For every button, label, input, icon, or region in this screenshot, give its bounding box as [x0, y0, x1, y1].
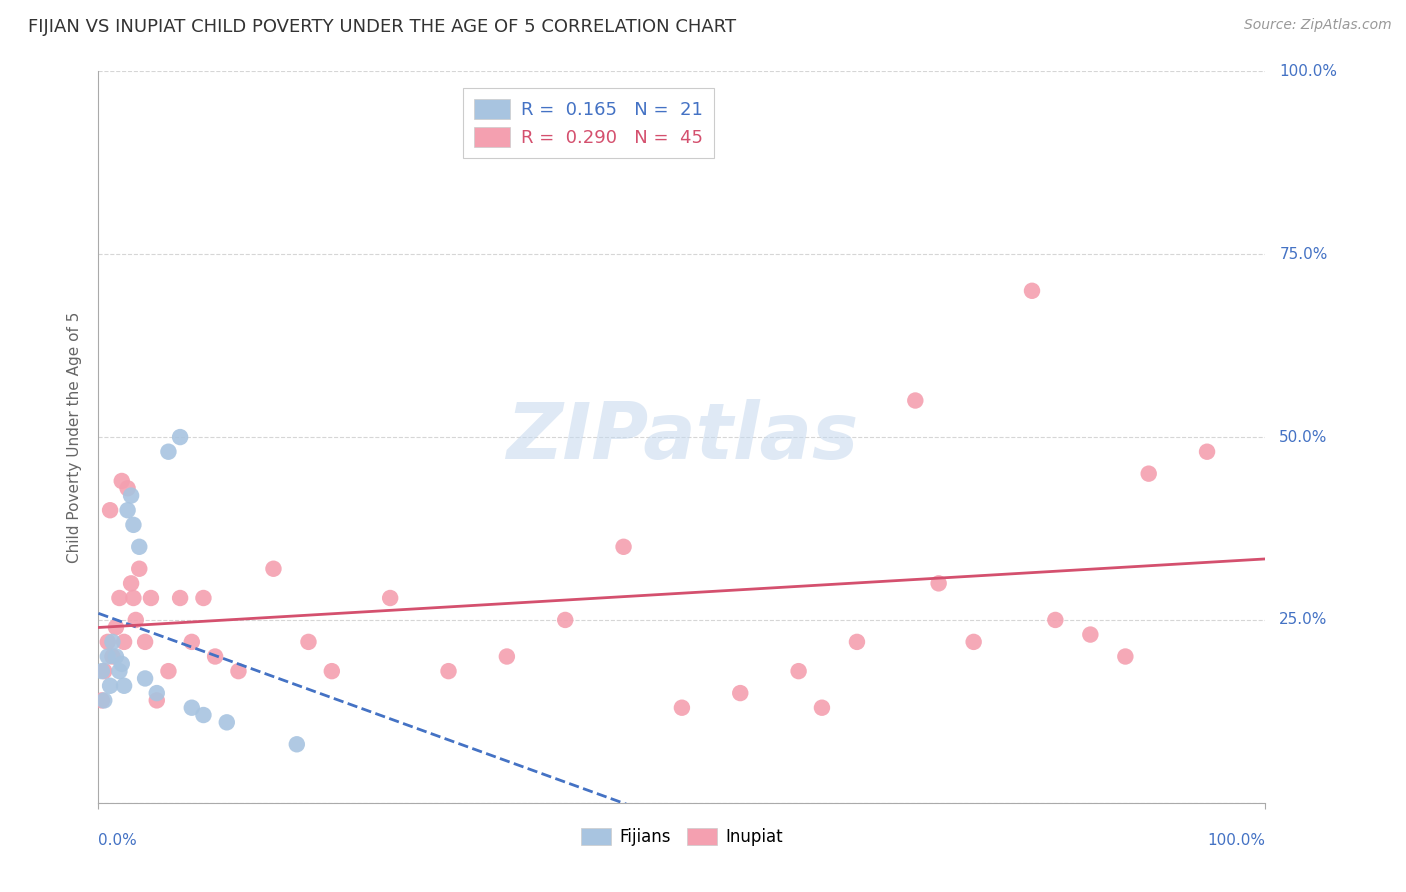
Point	[120, 576, 142, 591]
Point	[1114, 649, 1136, 664]
Legend: Fijians, Inupiat: Fijians, Inupiat	[574, 822, 790, 853]
Point	[180, 635, 202, 649]
Point	[321, 664, 343, 678]
Point	[437, 664, 460, 678]
Point	[101, 635, 124, 649]
Text: 100.0%: 100.0%	[1279, 64, 1337, 78]
Point	[104, 620, 127, 634]
Point	[111, 657, 134, 671]
Point	[1045, 613, 1067, 627]
Point	[93, 664, 115, 678]
Point	[90, 664, 112, 678]
Point	[169, 430, 191, 444]
Point	[122, 591, 145, 605]
Point	[496, 649, 519, 664]
Text: 25.0%: 25.0%	[1279, 613, 1327, 627]
Text: ZIPatlas: ZIPatlas	[506, 399, 858, 475]
Point	[1137, 467, 1160, 481]
Point	[612, 540, 634, 554]
Point	[125, 613, 148, 627]
Point	[846, 635, 869, 649]
Point	[111, 474, 134, 488]
Point	[730, 686, 752, 700]
Point	[554, 613, 576, 627]
Point	[671, 700, 693, 714]
Point	[128, 540, 150, 554]
Point	[1080, 627, 1102, 641]
Point	[134, 635, 156, 649]
Point	[112, 679, 135, 693]
Point	[90, 693, 112, 707]
Point	[180, 700, 202, 714]
Point	[97, 649, 120, 664]
Point	[262, 562, 284, 576]
Text: 0.0%: 0.0%	[98, 833, 138, 848]
Point	[98, 679, 121, 693]
Text: FIJIAN VS INUPIAT CHILD POVERTY UNDER THE AGE OF 5 CORRELATION CHART: FIJIAN VS INUPIAT CHILD POVERTY UNDER TH…	[28, 18, 737, 36]
Text: 100.0%: 100.0%	[1208, 833, 1265, 848]
Point	[97, 635, 120, 649]
Point	[122, 517, 145, 532]
Point	[101, 649, 124, 664]
Point	[1197, 444, 1219, 458]
Text: 50.0%: 50.0%	[1279, 430, 1327, 444]
Text: Source: ZipAtlas.com: Source: ZipAtlas.com	[1244, 18, 1392, 32]
Point	[157, 444, 180, 458]
Point	[146, 693, 169, 707]
Point	[193, 708, 215, 723]
Point	[157, 664, 180, 678]
Point	[112, 635, 135, 649]
Point	[98, 503, 121, 517]
Y-axis label: Child Poverty Under the Age of 5: Child Poverty Under the Age of 5	[67, 311, 83, 563]
Point	[134, 672, 156, 686]
Point	[193, 591, 215, 605]
Point	[146, 686, 169, 700]
Point	[169, 591, 191, 605]
Point	[108, 664, 131, 678]
Point	[104, 649, 127, 664]
Point	[928, 576, 950, 591]
Point	[1021, 284, 1043, 298]
Point	[108, 591, 131, 605]
Point	[117, 481, 139, 495]
Point	[93, 693, 115, 707]
Point	[285, 737, 308, 751]
Point	[787, 664, 810, 678]
Point	[228, 664, 250, 678]
Point	[204, 649, 226, 664]
Point	[904, 393, 927, 408]
Text: 75.0%: 75.0%	[1279, 247, 1327, 261]
Point	[117, 503, 139, 517]
Point	[811, 700, 834, 714]
Point	[962, 635, 984, 649]
Point	[128, 562, 150, 576]
Point	[139, 591, 162, 605]
Point	[215, 715, 238, 730]
Point	[297, 635, 319, 649]
Point	[120, 489, 142, 503]
Point	[380, 591, 402, 605]
